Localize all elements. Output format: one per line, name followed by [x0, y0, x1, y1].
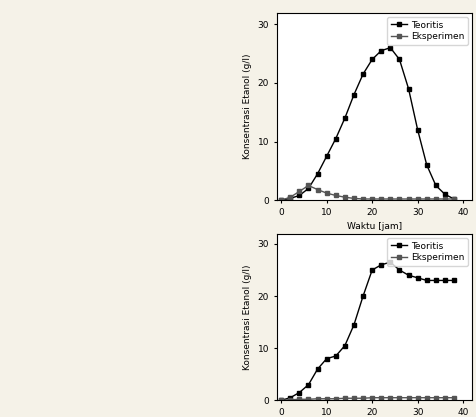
Line: Teoritis: Teoritis — [278, 260, 456, 403]
Eksperimen — [359, 396, 365, 401]
Teoritis — [314, 367, 320, 372]
Eksperimen — [341, 195, 347, 200]
Teoritis — [296, 193, 302, 198]
Eksperimen — [305, 183, 311, 188]
Eksperimen — [368, 395, 374, 400]
Eksperimen — [432, 196, 438, 201]
Eksperimen — [441, 395, 447, 400]
Eksperimen — [377, 196, 383, 201]
Eksperimen — [341, 396, 347, 401]
Teoritis — [350, 92, 356, 97]
Legend: Teoritis, Eksperimen: Teoritis, Eksperimen — [387, 238, 467, 266]
Eksperimen — [350, 396, 356, 401]
Teoritis — [359, 294, 365, 299]
Eksperimen — [314, 187, 320, 192]
Eksperimen — [414, 196, 420, 201]
Eksperimen — [359, 196, 365, 201]
Eksperimen — [396, 196, 401, 201]
Teoritis — [387, 260, 392, 265]
Teoritis — [396, 57, 401, 62]
Teoritis — [423, 163, 429, 168]
Teoritis — [350, 322, 356, 327]
Eksperimen — [405, 196, 411, 201]
Teoritis — [377, 262, 383, 267]
Eksperimen — [350, 196, 356, 201]
Teoritis — [414, 275, 420, 280]
Eksperimen — [368, 196, 374, 201]
Teoritis — [414, 127, 420, 132]
Teoritis — [396, 268, 401, 273]
Eksperimen — [323, 396, 329, 401]
Teoritis — [341, 343, 347, 348]
Teoritis — [368, 57, 374, 62]
Eksperimen — [423, 196, 429, 201]
Eksperimen — [332, 396, 338, 401]
Eksperimen — [296, 397, 302, 402]
Teoritis — [441, 278, 447, 283]
Eksperimen — [423, 395, 429, 400]
Eksperimen — [387, 395, 392, 400]
Teoritis — [314, 171, 320, 176]
Text: (a): (a) — [366, 241, 381, 251]
Eksperimen — [287, 397, 293, 402]
Teoritis — [359, 72, 365, 77]
Y-axis label: Konsentrasi Etanol (g/l): Konsentrasi Etanol (g/l) — [242, 264, 251, 369]
Eksperimen — [441, 196, 447, 201]
Eksperimen — [278, 398, 284, 403]
Teoritis — [323, 356, 329, 361]
Eksperimen — [405, 395, 411, 400]
Teoritis — [305, 382, 311, 387]
Teoritis — [441, 192, 447, 197]
Teoritis — [332, 136, 338, 141]
Eksperimen — [323, 191, 329, 196]
Teoritis — [432, 183, 438, 188]
Teoritis — [405, 273, 411, 278]
Eksperimen — [278, 198, 284, 203]
Eksperimen — [414, 395, 420, 400]
Teoritis — [278, 198, 284, 203]
Eksperimen — [332, 193, 338, 198]
Eksperimen — [387, 196, 392, 201]
Teoritis — [332, 354, 338, 359]
Eksperimen — [450, 395, 456, 400]
Teoritis — [278, 398, 284, 403]
Teoritis — [323, 154, 329, 159]
Legend: Teoritis, Eksperimen: Teoritis, Eksperimen — [387, 17, 467, 45]
Teoritis — [287, 196, 293, 201]
Teoritis — [387, 45, 392, 50]
Eksperimen — [287, 195, 293, 200]
Teoritis — [377, 48, 383, 53]
Y-axis label: Konsentrasi Etanol (g/l): Konsentrasi Etanol (g/l) — [242, 54, 251, 159]
Eksperimen — [314, 396, 320, 401]
Teoritis — [296, 390, 302, 395]
Eksperimen — [396, 395, 401, 400]
Teoritis — [432, 278, 438, 283]
Teoritis — [423, 278, 429, 283]
Line: Eksperimen: Eksperimen — [278, 395, 456, 403]
Eksperimen — [305, 397, 311, 402]
Teoritis — [368, 268, 374, 273]
Eksperimen — [432, 395, 438, 400]
Eksperimen — [377, 395, 383, 400]
Eksperimen — [296, 189, 302, 194]
Teoritis — [405, 86, 411, 91]
X-axis label: Waktu [jam]: Waktu [jam] — [346, 222, 401, 231]
Eksperimen — [450, 196, 456, 201]
Teoritis — [450, 278, 456, 283]
Teoritis — [305, 186, 311, 191]
Teoritis — [287, 395, 293, 400]
Line: Teoritis: Teoritis — [278, 45, 456, 203]
Teoritis — [450, 196, 456, 201]
Teoritis — [341, 116, 347, 121]
Line: Eksperimen: Eksperimen — [278, 183, 456, 203]
